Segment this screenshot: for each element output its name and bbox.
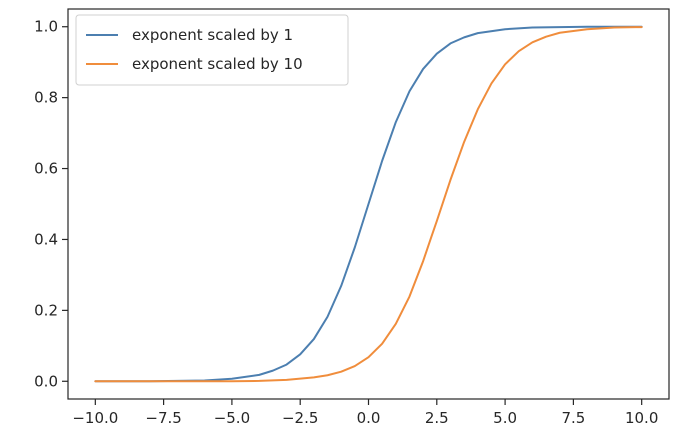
x-tick-label: −5.0 [214, 409, 250, 427]
y-tick-label: 0.2 [34, 301, 58, 319]
legend-box [75, 14, 349, 86]
y-tick-label: 0.8 [34, 89, 58, 107]
x-tick-label: −2.5 [282, 409, 318, 427]
x-axis: −10.0 −7.5 −5.0 −2.5 0.0 2.5 5.0 7.5 10.0 [72, 399, 658, 427]
y-tick-label: 1.0 [34, 18, 58, 36]
series-line-1 [94, 25, 643, 383]
y-tick-label: 0.0 [34, 372, 58, 390]
legend-label-2: exponent scaled by 10 [132, 55, 303, 73]
x-tick-label: 7.5 [561, 409, 585, 427]
x-tick-label: −7.5 [145, 409, 181, 427]
legend-label-1: exponent scaled by 1 [132, 26, 293, 44]
series-lines [94, 25, 643, 383]
x-tick-label: 0.0 [357, 409, 381, 427]
x-tick-label: 5.0 [493, 409, 517, 427]
x-tick-label: 2.5 [425, 409, 449, 427]
series-line-2 [94, 26, 643, 383]
x-tick-label: −10.0 [72, 409, 118, 427]
y-tick-label: 0.4 [34, 230, 58, 248]
y-tick-label: 0.6 [34, 160, 58, 178]
legend: exponent scaled by 1 exponent scaled by 1… [75, 14, 349, 86]
x-tick-label: 10.0 [625, 409, 658, 427]
y-axis: 0.0 0.2 0.4 0.6 0.8 1.0 [34, 18, 68, 390]
